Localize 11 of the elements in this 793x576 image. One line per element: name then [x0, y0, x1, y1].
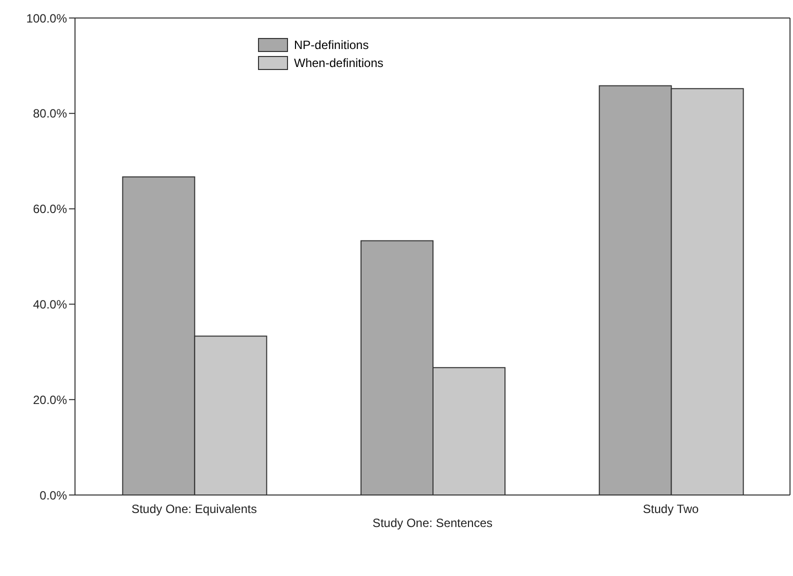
legend-label: When-definitions [294, 56, 384, 70]
x-tick-label: Study One: Sentences [372, 516, 493, 530]
y-tick-label: 0.0% [40, 488, 68, 502]
legend-label: NP-definitions [294, 38, 369, 52]
x-tick-label: Study Two [642, 502, 700, 516]
y-tick-label: 80.0% [32, 106, 68, 121]
y-tick-label: 100.0% [26, 11, 68, 26]
x-tick-label: Study One: Equivalents [131, 502, 257, 516]
y-tick-label: 60.0% [32, 202, 68, 216]
y-tick-label: 20.0% [32, 392, 68, 407]
y-tick-label: 40.0% [32, 297, 68, 312]
